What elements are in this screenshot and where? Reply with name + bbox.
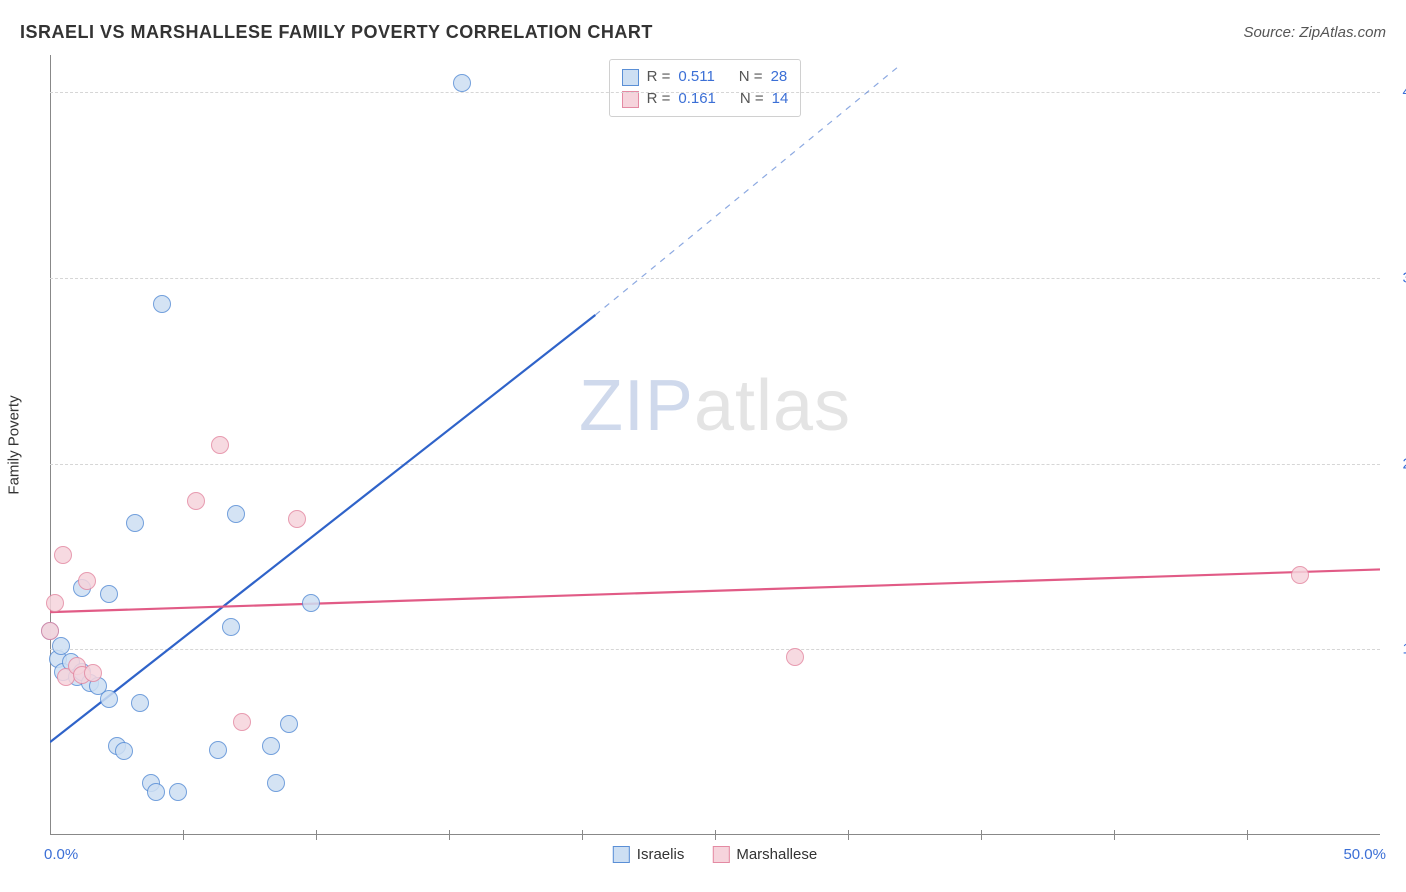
data-point (267, 774, 285, 792)
y-axis-label: Family Poverty (6, 395, 23, 494)
data-point (187, 492, 205, 510)
legend-label: Israelis (637, 846, 685, 863)
data-point (227, 505, 245, 523)
chart-container: ISRAELI VS MARSHALLESE FAMILY POVERTY CO… (0, 0, 1406, 892)
data-point (1291, 566, 1309, 584)
data-point (100, 690, 118, 708)
x-minor-tick (715, 830, 716, 840)
data-point (131, 694, 149, 712)
data-point (147, 783, 165, 801)
grid-line-y (50, 92, 1380, 93)
stats-r-value: 0.511 (678, 66, 714, 88)
data-point (169, 783, 187, 801)
stats-n-label: N = (739, 66, 763, 88)
watermark-part1: ZIP (579, 366, 694, 446)
y-axis-line (50, 55, 51, 835)
x-tick-label-left: 0.0% (44, 846, 78, 863)
data-point (115, 742, 133, 760)
data-point (280, 715, 298, 733)
x-minor-tick (316, 830, 317, 840)
data-point (100, 585, 118, 603)
x-minor-tick (1114, 830, 1115, 840)
header-row: ISRAELI VS MARSHALLESE FAMILY POVERTY CO… (20, 22, 1386, 43)
stats-legend-box: R =0.511N =28R =0.161N =14 (609, 59, 802, 117)
bottom-legend: Israelis Marshallese (613, 846, 817, 863)
data-point (786, 648, 804, 666)
data-point (54, 546, 72, 564)
data-point (453, 74, 471, 92)
stats-n-value: 28 (771, 66, 788, 88)
x-minor-tick (981, 830, 982, 840)
x-minor-tick (848, 830, 849, 840)
x-tick-label-right: 50.0% (1343, 846, 1386, 863)
legend-swatch (712, 846, 729, 863)
data-point (288, 510, 306, 528)
y-tick-label: 40.0% (1385, 84, 1406, 101)
y-tick-label: 10.0% (1385, 641, 1406, 658)
legend-swatch (622, 69, 639, 86)
grid-line-y (50, 278, 1380, 279)
source-attribution: Source: ZipAtlas.com (1243, 24, 1386, 41)
trend-line (50, 569, 1380, 612)
watermark: ZIPatlas (579, 365, 851, 447)
x-minor-tick (183, 830, 184, 840)
data-point (211, 436, 229, 454)
plot-area: ZIPatlas R =0.511N =28R =0.161N =14 Isra… (50, 55, 1380, 835)
stats-row: R = 0.511 N = 28 (622, 66, 789, 88)
data-point (153, 295, 171, 313)
x-minor-tick (449, 830, 450, 840)
data-point (52, 637, 70, 655)
x-minor-tick (582, 830, 583, 840)
data-point (302, 594, 320, 612)
x-minor-tick (1247, 830, 1248, 840)
data-point (209, 741, 227, 759)
data-point (46, 594, 64, 612)
data-point (233, 713, 251, 731)
watermark-part2: atlas (694, 366, 851, 446)
legend-swatch (613, 846, 630, 863)
data-point (41, 622, 59, 640)
grid-line-y (50, 464, 1380, 465)
legend-label: Marshallese (736, 846, 817, 863)
legend-item: Marshallese (712, 846, 817, 863)
stats-r-label: R = (647, 66, 671, 88)
data-point (84, 664, 102, 682)
data-point (78, 572, 96, 590)
data-point (126, 514, 144, 532)
grid-line-y (50, 649, 1380, 650)
y-tick-label: 30.0% (1385, 269, 1406, 286)
chart-title: ISRAELI VS MARSHALLESE FAMILY POVERTY CO… (20, 22, 653, 43)
y-tick-label: 20.0% (1385, 455, 1406, 472)
legend-item: Israelis (613, 846, 685, 863)
data-point (262, 737, 280, 755)
data-point (222, 618, 240, 636)
